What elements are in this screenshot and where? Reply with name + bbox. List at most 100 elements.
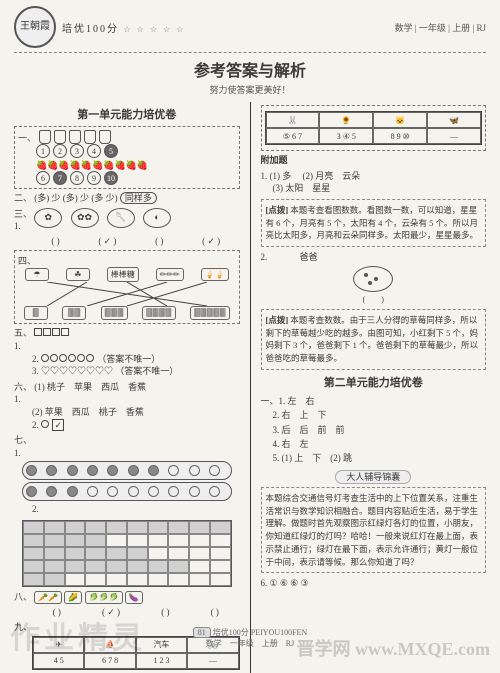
bubble [148, 486, 159, 497]
grid-cell [210, 534, 231, 547]
match-bot: 🀫🀫🀫🀫🀫 [190, 306, 230, 320]
paren: ( ) [261, 294, 487, 305]
num: 9 [87, 171, 101, 185]
bottle-icon [99, 130, 111, 144]
grid-cell [44, 573, 65, 586]
column-divider [250, 102, 251, 673]
tip-header: 大人辅导锦囊 [261, 470, 487, 483]
bubble [107, 486, 118, 497]
num: 1 [36, 144, 50, 158]
bubble-row-2 [22, 482, 232, 501]
ans: (3) 太阳 星星 [261, 182, 487, 195]
q4-label: 四、 [18, 254, 36, 267]
q1-label: 一、 [18, 131, 36, 144]
square-icon [61, 328, 69, 336]
q6-label: 六、1. [14, 381, 32, 406]
match-lines [27, 282, 227, 306]
hint: （答案不唯一） [115, 366, 178, 376]
grid-cell [65, 547, 86, 560]
note-text: 本题考查看图数数。看图数一数，可以知道，星星有 6 个，月亮有 5 个，太阳有 … [266, 205, 479, 241]
match-bot: 🀫🀫 [62, 306, 86, 320]
circle-icon [59, 354, 67, 362]
square-icon [43, 328, 51, 336]
cell: 3 ④ 5 [319, 128, 373, 144]
grid-cell [148, 521, 169, 534]
bottle-icon [84, 130, 96, 144]
grid-cell [106, 573, 127, 586]
grid-cell [189, 573, 210, 586]
grid-cell [85, 547, 106, 560]
grid-cell [44, 547, 65, 560]
grid-cell [168, 547, 189, 560]
grid-cell [210, 573, 231, 586]
bubble [209, 465, 220, 476]
circle-icon [50, 354, 58, 362]
grid-cell [127, 547, 148, 560]
divider [14, 52, 486, 53]
grid-cell [106, 547, 127, 560]
q5-label: 五、1. [14, 327, 32, 352]
grid-cell [85, 521, 106, 534]
bubble [87, 465, 98, 476]
grid-cell [148, 547, 169, 560]
berry-icon: 🍓🍓🍓🍓🍓🍓🍓🍓🍓🍓 [36, 160, 148, 171]
cell: — [427, 128, 481, 144]
cell: 🐰 [266, 112, 320, 128]
brand-text: 培优100分 [62, 24, 119, 35]
opt-icon: ✿ [34, 208, 62, 228]
ans: (1) 多 [270, 171, 292, 181]
circle-icon [41, 354, 49, 362]
rt-table: 🐰 🌻 🐱 🦋 ⑤ 6 7 3 ④ 5 8 9 ⑩ — [265, 111, 483, 145]
match-bot: 🀫🀫🀫 [101, 306, 128, 320]
grid-cell [127, 534, 148, 547]
match-bot: 🀫 [24, 306, 48, 320]
grid-cell [189, 521, 210, 534]
veg: 🥕🥕 [34, 591, 62, 604]
grid-cell [189, 547, 210, 560]
grid-cell [23, 534, 44, 547]
grid-cell [106, 560, 127, 573]
opt-icon: ◐ [143, 208, 171, 228]
num: 4 [87, 144, 101, 158]
header-meta: 数学 | 一年级 | 上册 | RJ [395, 21, 486, 34]
bubble [87, 486, 98, 497]
grid-cell [23, 547, 44, 560]
note-2: [点拨] 本题考查数数。由于三人分得的草莓同样多，所以剩下的草莓越少吃的越多。由… [261, 309, 487, 370]
num-answer: 10 [104, 171, 118, 185]
grid-cell [189, 534, 210, 547]
unit2-title: 第二单元能力培优卷 [261, 374, 487, 390]
star-decor: ☆ ☆ ☆ ☆ ☆ [124, 25, 186, 34]
watermark-1: 作业精灵 [10, 613, 146, 657]
paren: ( ) [51, 235, 59, 248]
paren: ( ✓ ) [202, 235, 220, 248]
q1-box: 一、 1 2 3 4 5 🍓🍓🍓🍓🍓🍓🍓🍓🍓🍓 6 7 8 [14, 126, 240, 189]
veg: 🥬🥬🥬 [85, 591, 123, 604]
grid-cell [148, 560, 169, 573]
circle-icon [77, 354, 85, 362]
num: 6 [36, 171, 50, 185]
cell: 🌻 [319, 112, 373, 128]
extra-1: 1. (1) 多 (2) 月亮 云朵 (3) 太阳 星星 [261, 170, 487, 195]
match-top: 🍦🍦 [201, 268, 229, 281]
q6-items: (1) 桃子 苹果 西瓜 香蕉 [34, 382, 146, 392]
grid-cell [168, 534, 189, 547]
tip-label: 大人辅导锦囊 [335, 470, 411, 484]
match-bot: 🀫🀫🀫🀫 [142, 306, 175, 320]
bubble [128, 465, 139, 476]
match-top: ☘ [66, 268, 90, 281]
square-icon [34, 328, 42, 336]
line: 5. (1) 上 下 (2) 跳 [261, 451, 487, 465]
grid-cell [106, 534, 127, 547]
header-brand: 培优100分 ☆ ☆ ☆ ☆ ☆ [56, 20, 395, 35]
veg: 🍆 [125, 591, 143, 604]
q3: 三、1. ✿ ✿✿ 🥄 ◐ ( ) ( ✓ ) ( ) ( ✓ ) [14, 208, 240, 248]
grid-cell [168, 560, 189, 573]
note-1: [点拨] 本题考查看图数数。看图数一数，可以知道，星星有 6 个，月亮有 5 个… [261, 199, 487, 247]
footer-brand: 培优100分 PEIYOU100FEN [213, 628, 307, 637]
grid-cell [168, 521, 189, 534]
content-columns: 第一单元能力培优卷 一、 1 2 3 4 5 🍓🍓🍓🍓🍓🍓🍓🍓🍓🍓 [0, 96, 500, 673]
bubble [46, 486, 57, 497]
page-title: 参考答案与解析 [0, 57, 500, 81]
grid-cell [127, 521, 148, 534]
match-top: ✏✏✏ [156, 268, 184, 281]
